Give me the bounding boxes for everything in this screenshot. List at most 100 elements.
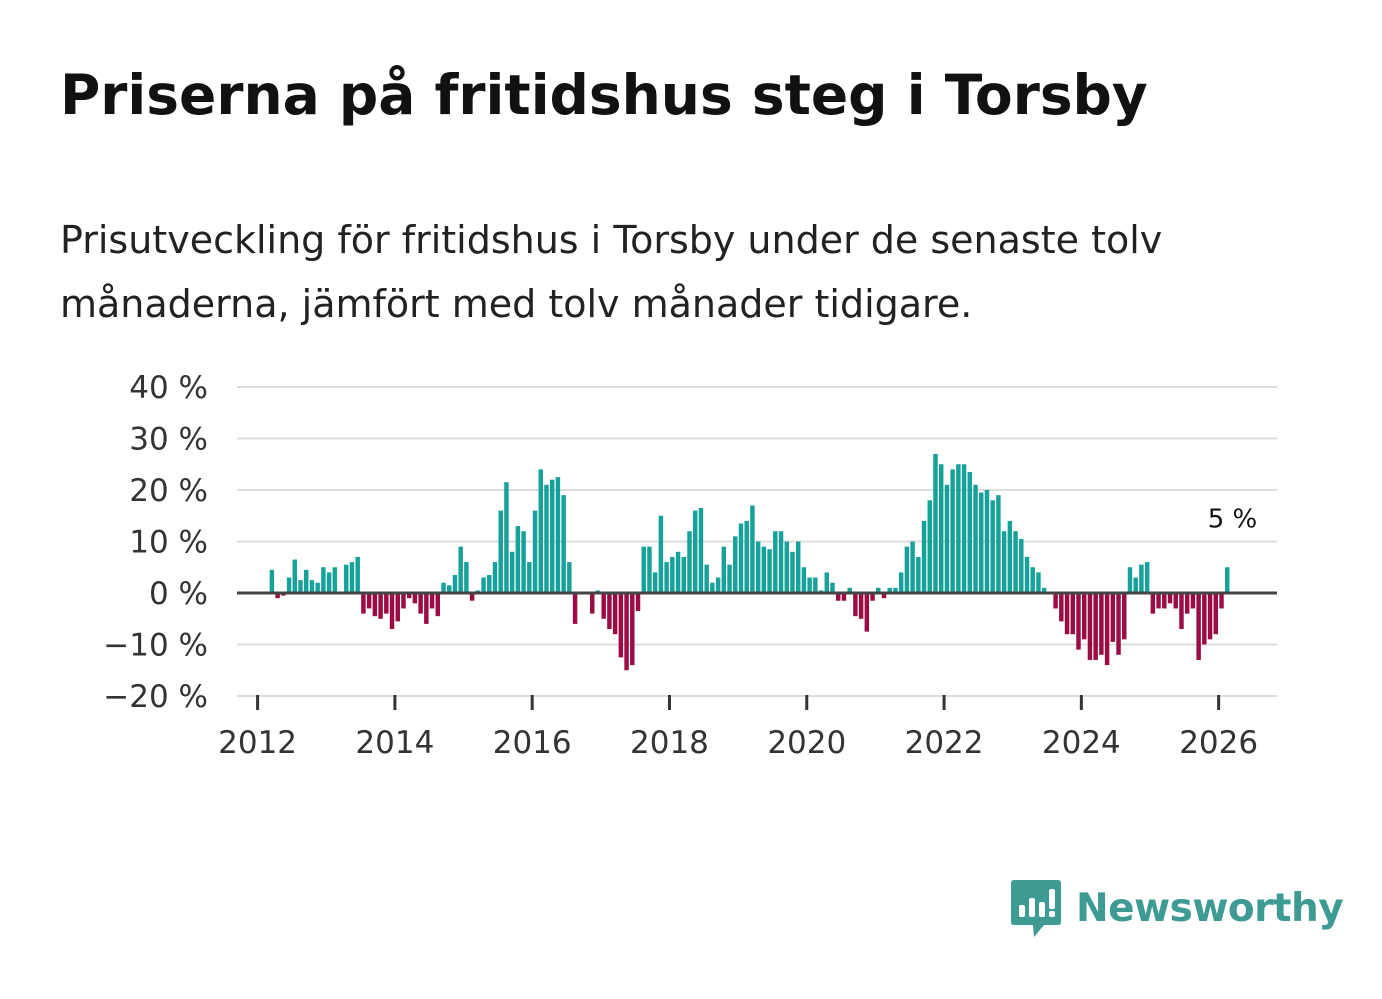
bar [750,505,755,593]
bar [401,593,406,609]
bar [801,567,807,593]
bar [813,577,818,593]
bar [286,577,292,593]
bar [1162,593,1167,609]
bar [1030,567,1035,593]
y-tick-label: 20 % [129,473,208,509]
bar [641,546,646,593]
bar [715,577,721,593]
bar [956,464,961,593]
bar [692,510,698,593]
bar [635,593,641,612]
bar [790,551,795,593]
bar [755,541,761,593]
bar [893,587,898,593]
y-tick-label: −20 % [103,679,208,715]
bar [1184,593,1190,614]
bar [721,546,727,593]
y-tick-label: −10 % [103,628,208,664]
bar [572,593,578,624]
bar [933,453,938,593]
bar [898,572,904,593]
bar [744,520,749,593]
bar [876,587,881,593]
bar [1036,572,1041,593]
bar [424,593,429,624]
bar [950,469,955,593]
bar [1133,577,1138,593]
bar [1190,593,1196,609]
bar [795,541,801,593]
bar [710,582,715,593]
bar [733,536,738,593]
latest-value-label: 5 % [1208,504,1258,534]
bar [1024,556,1030,593]
bar [1081,593,1087,640]
bar [515,526,521,593]
bar [303,569,309,593]
bar [590,593,595,614]
bar [1219,593,1224,609]
bar [784,541,789,593]
bar [773,531,778,593]
bar [521,531,526,593]
bar [704,564,709,593]
price-change-bar-chart: 40 %30 %20 %10 %0 %−10 %−20 % 2012 2014 20… [103,370,1277,761]
bar [612,593,618,635]
bar [904,546,910,593]
bar [452,574,458,593]
bar [435,593,441,617]
bar [1064,593,1070,635]
bar [412,593,418,604]
bar [658,515,664,593]
bar [681,556,687,593]
bar [498,510,503,593]
bar [984,490,990,593]
bar [990,500,995,593]
bar [687,531,692,593]
bar [326,572,332,593]
bar [836,593,841,601]
bar [738,523,744,593]
bar [1150,593,1156,614]
bar [366,593,372,609]
bar [1122,593,1127,640]
x-tick-label: 2018 [630,725,709,761]
bar [624,593,629,671]
x-tick-label: 2026 [1179,725,1258,761]
bar [1202,593,1207,645]
bar [344,564,349,593]
bar [1053,593,1058,609]
bar [1225,567,1230,593]
bar [298,580,303,594]
bar [670,556,675,593]
bar [830,582,835,593]
bar [979,492,984,593]
bar [378,593,383,619]
x-axis-ticks: 2012 2014 2016 2018 2020 2022 2024 2026 [218,695,1258,761]
y-tick-label: 0 % [149,576,208,612]
bar [944,484,950,593]
bar [824,572,830,593]
bar [675,551,681,593]
bar [973,484,978,593]
chart-subtitle: Prisutveckling för fritidshus i Torsby u… [60,218,1163,326]
bar [309,580,315,594]
bar [1099,593,1104,655]
bar [389,593,395,630]
bar [858,593,864,619]
x-tick-label: 2016 [493,725,572,761]
bar [841,593,847,601]
bar [464,562,469,593]
bar [406,593,412,599]
bar [275,593,280,599]
bar [1207,593,1213,640]
bar [647,546,652,593]
bar [361,593,366,614]
bar [1110,593,1116,642]
bar [1093,593,1098,660]
bar [698,508,704,593]
bars [269,453,1230,671]
y-tick-label: 10 % [129,525,208,561]
bar [938,464,944,593]
